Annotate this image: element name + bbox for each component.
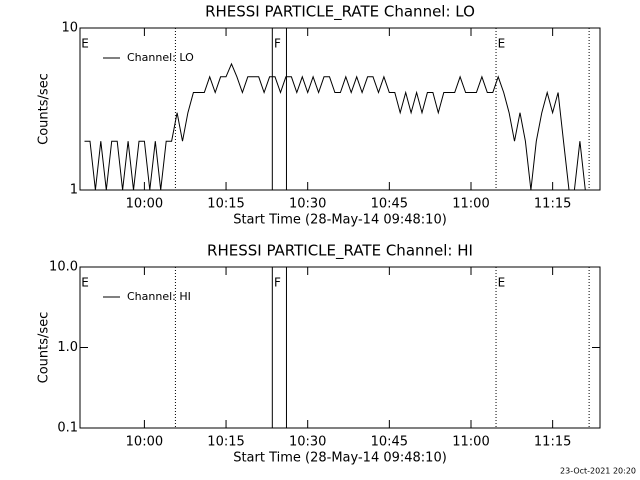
y-axis-label: Counts/sec [37, 312, 52, 384]
marker-label: E [498, 37, 506, 51]
chart-title: RHESSI PARTICLE_RATE Channel: HI [207, 242, 473, 261]
legend-label: Channel: HI [127, 290, 191, 303]
x-tick-label: 10:00 [126, 435, 163, 450]
x-tick-label: 11:15 [534, 435, 571, 450]
x-tick-label: 10:45 [371, 197, 408, 212]
x-tick-label: 10:15 [207, 197, 244, 212]
marker-label: E [81, 276, 89, 290]
plot-frame [79, 27, 601, 191]
x-tick-label: 10:30 [289, 197, 326, 212]
legend-label: Channel: LO [127, 51, 194, 64]
x-tick-label: 11:00 [452, 435, 489, 450]
x-tick-label: 10:45 [371, 435, 408, 450]
marker-label: E [498, 276, 506, 290]
marker-label: E [81, 37, 89, 51]
footer: 23-Oct-2021 20:20 [560, 467, 636, 476]
y-tick-label: 10 [61, 21, 78, 36]
y-tick-label: 1.0 [57, 340, 78, 355]
x-tick-label: 11:00 [452, 197, 489, 212]
x-tick-label: 10:00 [126, 197, 163, 212]
x-tick-label: 11:15 [534, 197, 571, 212]
x-tick-label: 10:15 [207, 435, 244, 450]
marker-label: F [274, 276, 281, 290]
x-tick-label: 10:30 [289, 435, 326, 450]
x-axis-label: Start Time (28-May-14 09:48:10) [233, 213, 447, 228]
y-tick-label: 0.1 [57, 421, 78, 436]
marker-label: F [274, 37, 281, 51]
x-axis-label: Start Time (28-May-14 09:48:10) [233, 451, 447, 466]
chart-title: RHESSI PARTICLE_RATE Channel: LO [205, 3, 475, 22]
y-tick-label: 10.0 [49, 260, 78, 275]
data-line [84, 62, 586, 191]
y-axis-label: Counts/sec [37, 73, 52, 145]
y-tick-label: 1 [70, 183, 78, 198]
